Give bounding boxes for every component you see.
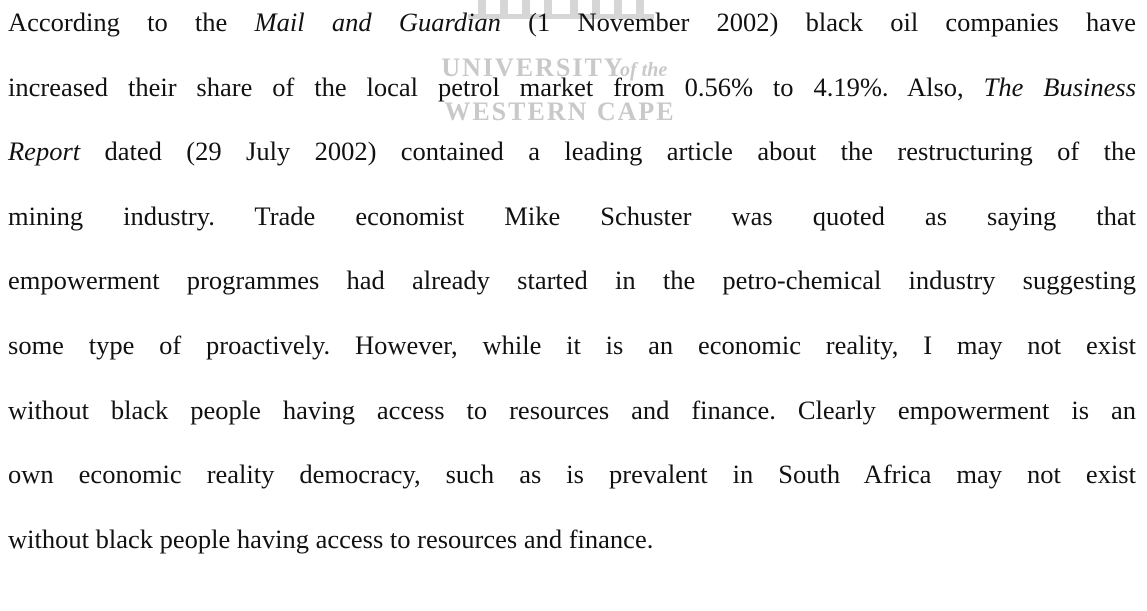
text-line: own economic reality democracy, such as … [8, 452, 1136, 517]
text-line: some type of proactively. However, while… [8, 323, 1136, 388]
text-line: Report dated (29 July 2002) contained a … [8, 129, 1136, 194]
text-run: some type of proactively. However, while… [8, 329, 1136, 360]
text-run: (1 November 2002) black oil companies ha… [500, 7, 1136, 37]
paragraph: According to the Mail and Guardian (1 No… [8, 0, 1136, 581]
text-run: The Business [983, 71, 1137, 102]
text-run: According to the [8, 7, 255, 37]
watermark-text: UNIVERSITY [441, 53, 624, 82]
text-line: mining industry. Trade economist Mike Sc… [8, 194, 1136, 259]
text-line: without black people having access to re… [8, 388, 1136, 453]
text-run: empowerment programmes had already start… [8, 265, 1136, 296]
text-line: empowerment programmes had already start… [8, 258, 1136, 323]
text-run: without black people having access to re… [8, 523, 654, 554]
text-line: According to the Mail and Guardian (1 No… [8, 0, 1136, 65]
text-line: increased their share of the local petro… [8, 65, 1136, 130]
watermark: UNIVERSITY of the WESTERN CAPE [441, 0, 675, 126]
text-run: without black people having access to re… [8, 394, 1136, 425]
text-run: Mail and Guardian [254, 7, 501, 37]
text-line: without black people having access to re… [8, 517, 1136, 582]
watermark-logo [468, 0, 654, 19]
text-run: own economic reality democracy, such as … [8, 459, 1136, 490]
watermark-text: of the [620, 59, 667, 81]
text-run: mining industry. Trade economist Mike Sc… [8, 200, 1136, 231]
text-run: increased their share of the local petro… [8, 71, 984, 102]
watermark-text: WESTERN CAPE [444, 97, 675, 126]
text-run: dated (29 July 2002) contained a leading… [80, 136, 1136, 167]
text-run: Report [8, 136, 81, 167]
